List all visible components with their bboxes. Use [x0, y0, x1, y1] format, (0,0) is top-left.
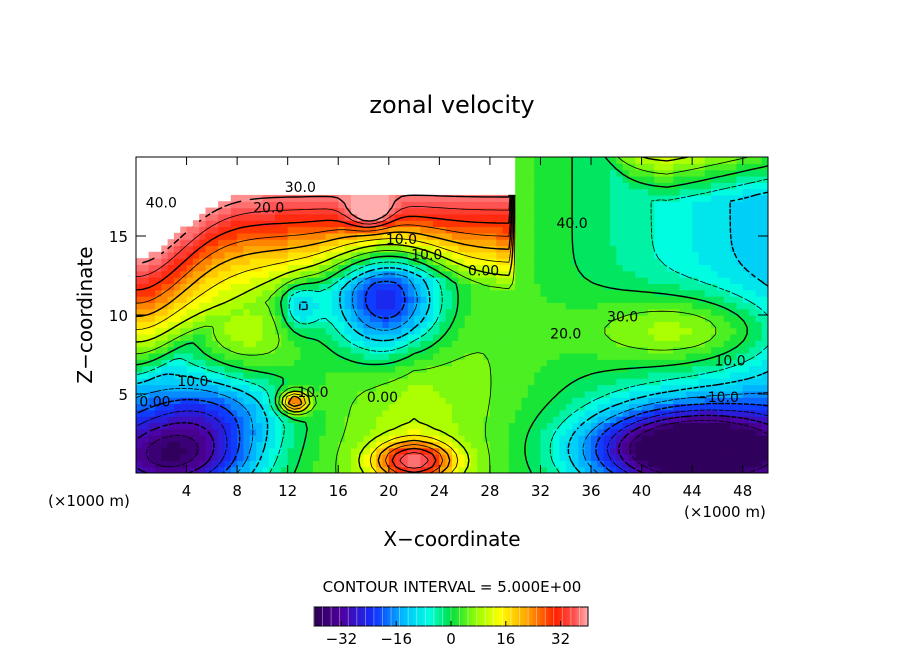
x-axis-label: X−coordinate — [383, 527, 520, 551]
x-tick-label: 32 — [531, 482, 550, 500]
contour-label: 10.0 — [297, 385, 328, 401]
colorbar-ticks: −32 −16 0 16 32 — [326, 621, 570, 648]
x-axis-ticks: 4 8 12 16 20 24 28 32 36 40 44 48 — [182, 157, 752, 500]
contour-label: 40.0 — [146, 196, 177, 212]
colorbar-tick-label: 0 — [446, 630, 456, 648]
contour-label: 40.0 — [556, 216, 587, 232]
x-tick-label: 20 — [379, 482, 398, 500]
y-tick-label: 5 — [118, 386, 128, 404]
contour-label: 30.0 — [285, 180, 316, 196]
x-tick-label: 28 — [480, 482, 499, 500]
colorbar-tick-label: 32 — [551, 630, 570, 648]
contour-line — [136, 178, 768, 473]
contour-label: 10.0 — [386, 232, 417, 248]
contour-line — [136, 157, 749, 473]
x-tick-label: 44 — [683, 482, 702, 500]
y-tick-label: 15 — [109, 228, 128, 246]
x-tick-label: 12 — [278, 482, 297, 500]
contour-line — [136, 194, 511, 469]
contour-label: 0.00 — [468, 264, 499, 280]
contour-label: 10.0 — [714, 354, 745, 370]
x-tick-label: 4 — [182, 482, 192, 500]
x-tick-label: 8 — [232, 482, 242, 500]
x-tick-label: 36 — [581, 482, 600, 500]
contour-line — [136, 194, 514, 473]
y-axis-ticks: 5 10 15 — [109, 228, 768, 404]
contour-line — [136, 194, 514, 473]
contour-line — [136, 157, 768, 473]
contour-line — [136, 194, 512, 473]
contour-line — [142, 194, 510, 264]
x-unit-label: (×1000 m) — [684, 503, 766, 521]
colorbar-tick-label: 16 — [496, 630, 515, 648]
contour-label: 10.0 — [411, 248, 442, 264]
y-unit-label: (×1000 m) — [48, 492, 130, 510]
contour-lines — [136, 157, 768, 473]
contour-line — [136, 273, 768, 473]
contour-label: 30.0 — [607, 309, 638, 325]
contour-labels: 40.030.020.010.010.00.0040.030.020.010.0… — [139, 180, 745, 411]
x-tick-label: 16 — [329, 482, 348, 500]
contour-line — [145, 420, 768, 473]
contour-label: 20.0 — [253, 200, 284, 216]
y-tick-label: 10 — [109, 307, 128, 325]
colorbar-tick-label: −16 — [380, 630, 412, 648]
contour-label: 20.0 — [550, 327, 581, 343]
contour-line — [136, 409, 768, 473]
colorbar-segments — [313, 607, 580, 626]
x-tick-label: 24 — [430, 482, 449, 500]
contour-label: 0.00 — [367, 390, 398, 406]
x-tick-label: 48 — [733, 482, 752, 500]
y-axis-label: Z−coordinate — [73, 246, 97, 383]
contour-label: −10.0 — [696, 390, 739, 406]
contour-interval-text: CONTOUR INTERVAL = 5.000E+00 — [323, 578, 582, 596]
contour-line — [136, 157, 689, 473]
colorbar-tick-label: −32 — [326, 630, 358, 648]
chart-title: zonal velocity — [369, 91, 534, 119]
contour-line — [136, 280, 768, 473]
velocity-field — [136, 157, 768, 473]
contour-label: 0.00 — [139, 395, 170, 411]
contour-label: 10.0 — [177, 374, 208, 390]
x-tick-label: 40 — [632, 482, 651, 500]
contour-line — [136, 191, 768, 473]
